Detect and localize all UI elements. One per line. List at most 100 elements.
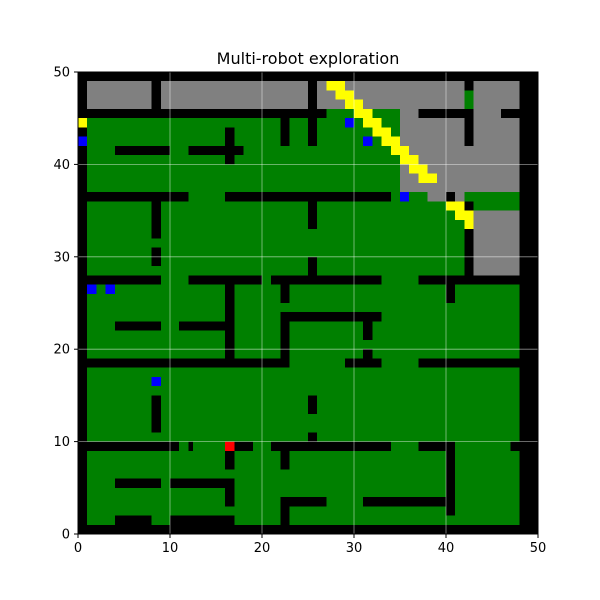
x-tick-label: 30 [346, 541, 363, 556]
wall-segment [151, 201, 161, 239]
wall-segment [280, 441, 391, 451]
frontier-cell [344, 99, 354, 109]
wall-segment [501, 108, 538, 119]
wall-segment [308, 395, 318, 414]
frontier-cell [363, 108, 373, 119]
frontier-cell [335, 81, 345, 91]
frontier-cell [381, 136, 391, 146]
plot-area [78, 72, 538, 534]
wall-segment [308, 72, 318, 119]
wall-segment [418, 358, 529, 368]
wall-segment [188, 441, 193, 451]
wall-segment [114, 515, 152, 525]
wall-segment [280, 118, 290, 146]
target-marker [225, 441, 235, 451]
wall-segment [114, 321, 161, 331]
y-tick-label: 20 [53, 343, 70, 358]
wall-segment [280, 497, 327, 507]
wall-segment [225, 441, 235, 470]
wall-segment [510, 441, 538, 451]
wall-segment [363, 497, 446, 507]
robot-marker [344, 118, 354, 128]
wall-segment [78, 108, 327, 119]
frontier-cell [390, 136, 400, 146]
x-tick-label: 40 [438, 541, 455, 556]
wall-segment [151, 395, 161, 433]
wall-segment [78, 441, 180, 451]
frontier-cell [418, 173, 428, 183]
wall-segment [280, 497, 290, 534]
frontier-cell [335, 90, 345, 100]
unexplored-region [473, 210, 520, 276]
wall-segment [151, 72, 161, 119]
wall-segment [188, 145, 244, 156]
frontier-cell [427, 173, 437, 183]
wall-segment [225, 275, 235, 368]
wall-segment [225, 441, 253, 451]
wall-segment [308, 432, 318, 442]
robot-marker [151, 376, 161, 387]
wall-segment [464, 72, 474, 91]
frontier-cell [446, 201, 456, 211]
frontier-cell [381, 127, 391, 137]
wall-segment [464, 201, 474, 276]
wall-segment [271, 275, 382, 285]
frontier-cell [326, 81, 336, 91]
robot-marker [87, 284, 97, 294]
y-tick-label: 30 [53, 250, 70, 265]
wall-segment [464, 108, 474, 146]
wall-segment [114, 478, 161, 488]
x-tick-label: 50 [530, 541, 547, 556]
wall-segment [114, 145, 170, 156]
frontier-cell [78, 118, 88, 128]
wall-segment [78, 524, 538, 534]
chart-title: Multi-robot exploration [217, 49, 400, 68]
wall-segment [363, 349, 373, 368]
wall-segment [280, 275, 290, 303]
robot-marker [363, 136, 373, 146]
wall-segment [418, 441, 456, 451]
wall-segment [78, 72, 88, 534]
wall-segment [418, 275, 529, 285]
y-tick-label: 40 [53, 158, 70, 173]
wall-segment [308, 256, 318, 276]
wall-segment [344, 358, 382, 368]
robot-marker [400, 192, 410, 202]
frontier-cell [390, 145, 400, 156]
wall-segment [446, 275, 456, 303]
y-tick-label: 50 [53, 66, 70, 81]
wall-segment [446, 441, 456, 516]
wall-segment [280, 441, 290, 470]
x-tick-label: 0 [74, 541, 82, 556]
y-tick-label: 0 [62, 528, 70, 543]
wall-segment [446, 192, 456, 202]
frontier-cell [464, 210, 474, 220]
x-tick-label: 10 [162, 541, 179, 556]
frontier-cell [409, 164, 419, 174]
frontier-cell [363, 118, 373, 128]
frontier-cell [455, 210, 465, 220]
wall-segment [179, 321, 235, 331]
plot-frame [77, 71, 539, 535]
wall-segment [170, 515, 235, 525]
x-tick-label: 20 [254, 541, 271, 556]
wall-segment [363, 312, 373, 340]
y-tick-label: 10 [53, 435, 70, 450]
frontier-cell [418, 164, 428, 174]
wall-segment [225, 478, 235, 507]
frontier-cell [372, 127, 382, 137]
wall-segment [271, 441, 281, 451]
wall-segment [308, 118, 318, 146]
frontier-cell [400, 155, 410, 165]
frontier-cell [372, 118, 382, 128]
robot-marker [78, 136, 88, 146]
robot-marker [105, 284, 115, 294]
frontier-cell [455, 201, 465, 211]
wall-segment [78, 192, 189, 202]
axes: 0 10 20 30 40 50 0 10 20 30 40 50 [53, 66, 546, 557]
wall-segment [78, 358, 290, 368]
frontier-cell [409, 155, 419, 165]
wall-segment [78, 275, 161, 285]
frontier-cell [354, 99, 364, 109]
